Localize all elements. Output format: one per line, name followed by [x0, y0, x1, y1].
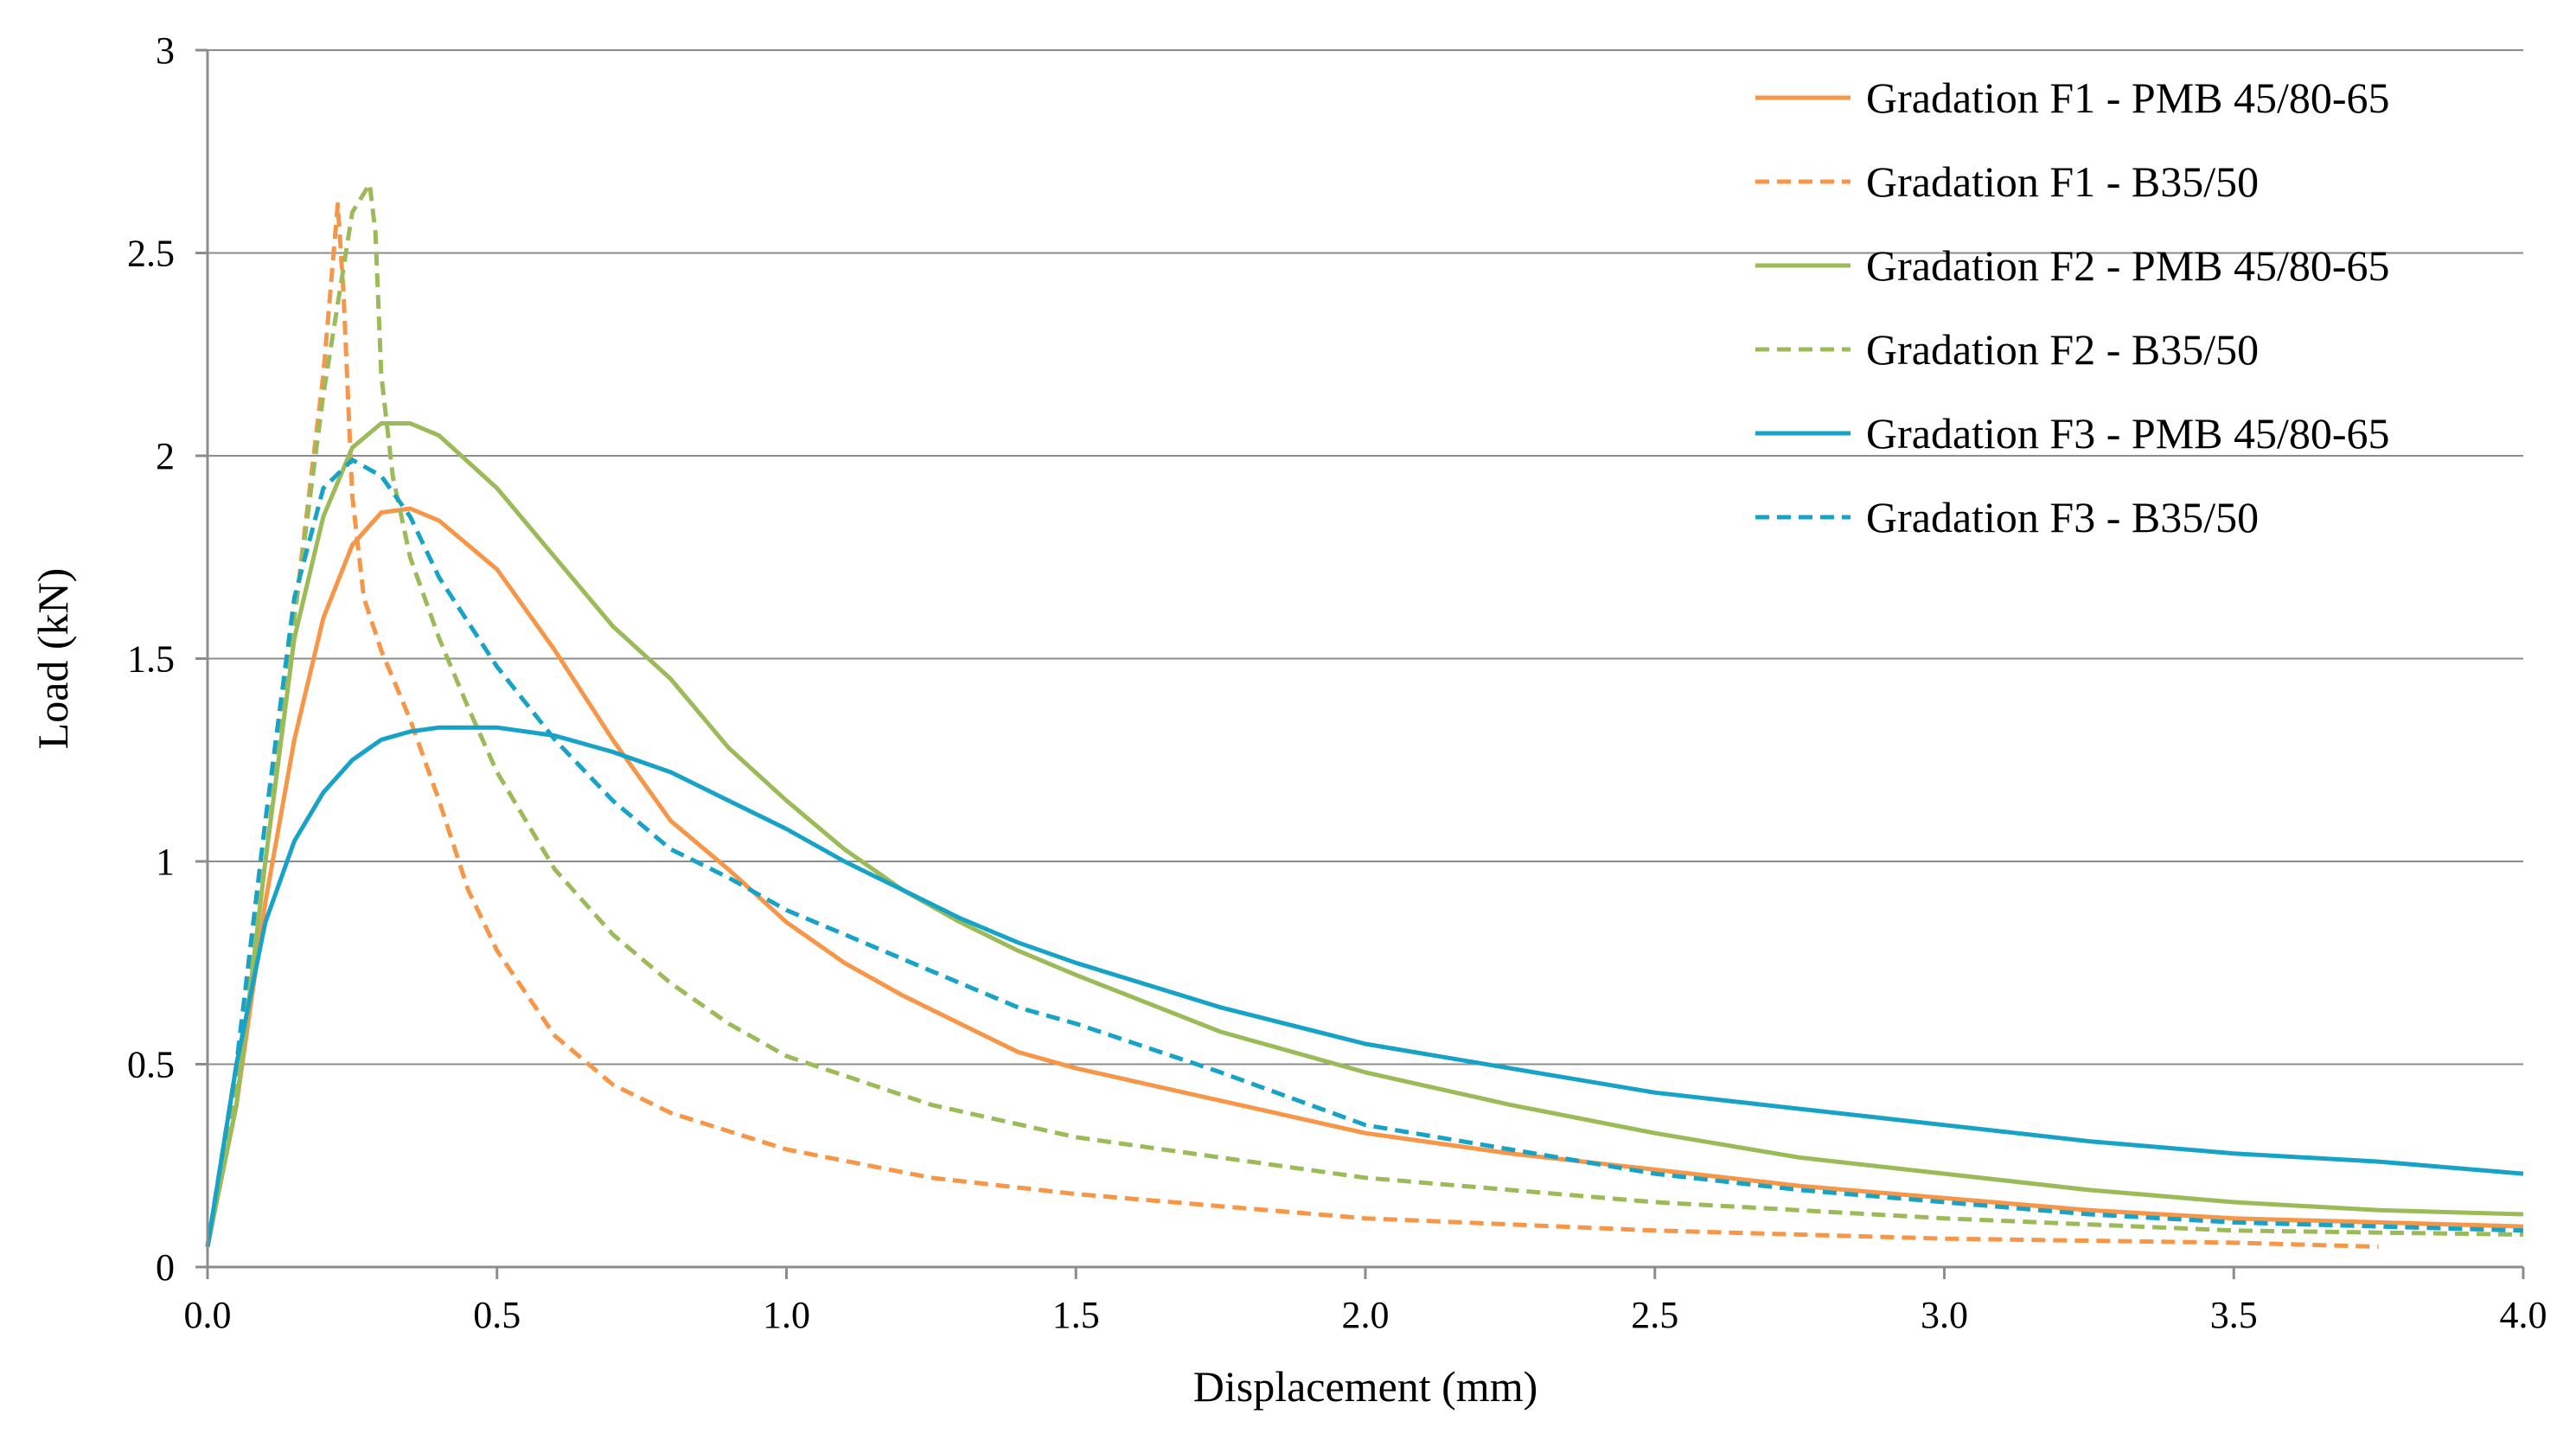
y-tick-label: 3 — [156, 29, 175, 72]
legend-label: Gradation F1 - PMB 45/80-65 — [1866, 74, 2390, 122]
y-tick-label: 0.5 — [127, 1044, 175, 1086]
x-tick-label: 3.0 — [1921, 1294, 1968, 1336]
legend-label: Gradation F3 - PMB 45/80-65 — [1866, 409, 2390, 458]
y-tick-label: 1.5 — [127, 638, 175, 681]
x-tick-label: 2.5 — [1631, 1294, 1678, 1336]
series-line-1 — [205, 506, 2524, 1248]
series-line-6 — [205, 458, 2524, 1247]
x-tick-label: 0.0 — [184, 1294, 232, 1336]
grid-lines — [208, 49, 2523, 1066]
legend-label: Gradation F2 - PMB 45/80-65 — [1866, 241, 2390, 290]
y-tick-label: 2 — [156, 435, 175, 477]
y-tick-label: 2.5 — [127, 233, 175, 275]
legend-label: Gradation F2 - B35/50 — [1866, 325, 2259, 374]
x-tick-label: 1.0 — [763, 1294, 810, 1336]
x-tick-label: 4.0 — [2500, 1294, 2547, 1336]
series-line-3 — [205, 421, 2524, 1248]
tick-labels: 0 0.5 1 1.5 2 2.5 3 0.0 0.5 1.0 1.5 2.0 2.5 3.0 3.5 4.0 — [127, 29, 2547, 1336]
x-tick-label: 2.0 — [1342, 1294, 1390, 1336]
y-tick-label: 0 — [156, 1246, 175, 1289]
series-line-2 — [205, 202, 2379, 1249]
legend-label: Gradation F3 - B35/50 — [1866, 493, 2259, 541]
x-tick-label: 0.5 — [473, 1294, 521, 1336]
series-line-5 — [205, 725, 2524, 1247]
y-tick-label: 1 — [156, 841, 175, 883]
x-tick-label: 1.5 — [1052, 1294, 1100, 1336]
legend-label: Gradation F1 - B35/50 — [1866, 157, 2259, 206]
x-tick-label: 3.5 — [2210, 1294, 2258, 1336]
y-axis-title: Load (kN) — [29, 568, 77, 750]
series-line-4 — [205, 182, 2524, 1247]
legend: Gradation F1 - PMB 45/80-65 Gradation F1 … — [1755, 74, 2390, 541]
series-lines — [205, 182, 2524, 1249]
x-axis-title: Displacement (mm) — [1193, 1362, 1538, 1411]
